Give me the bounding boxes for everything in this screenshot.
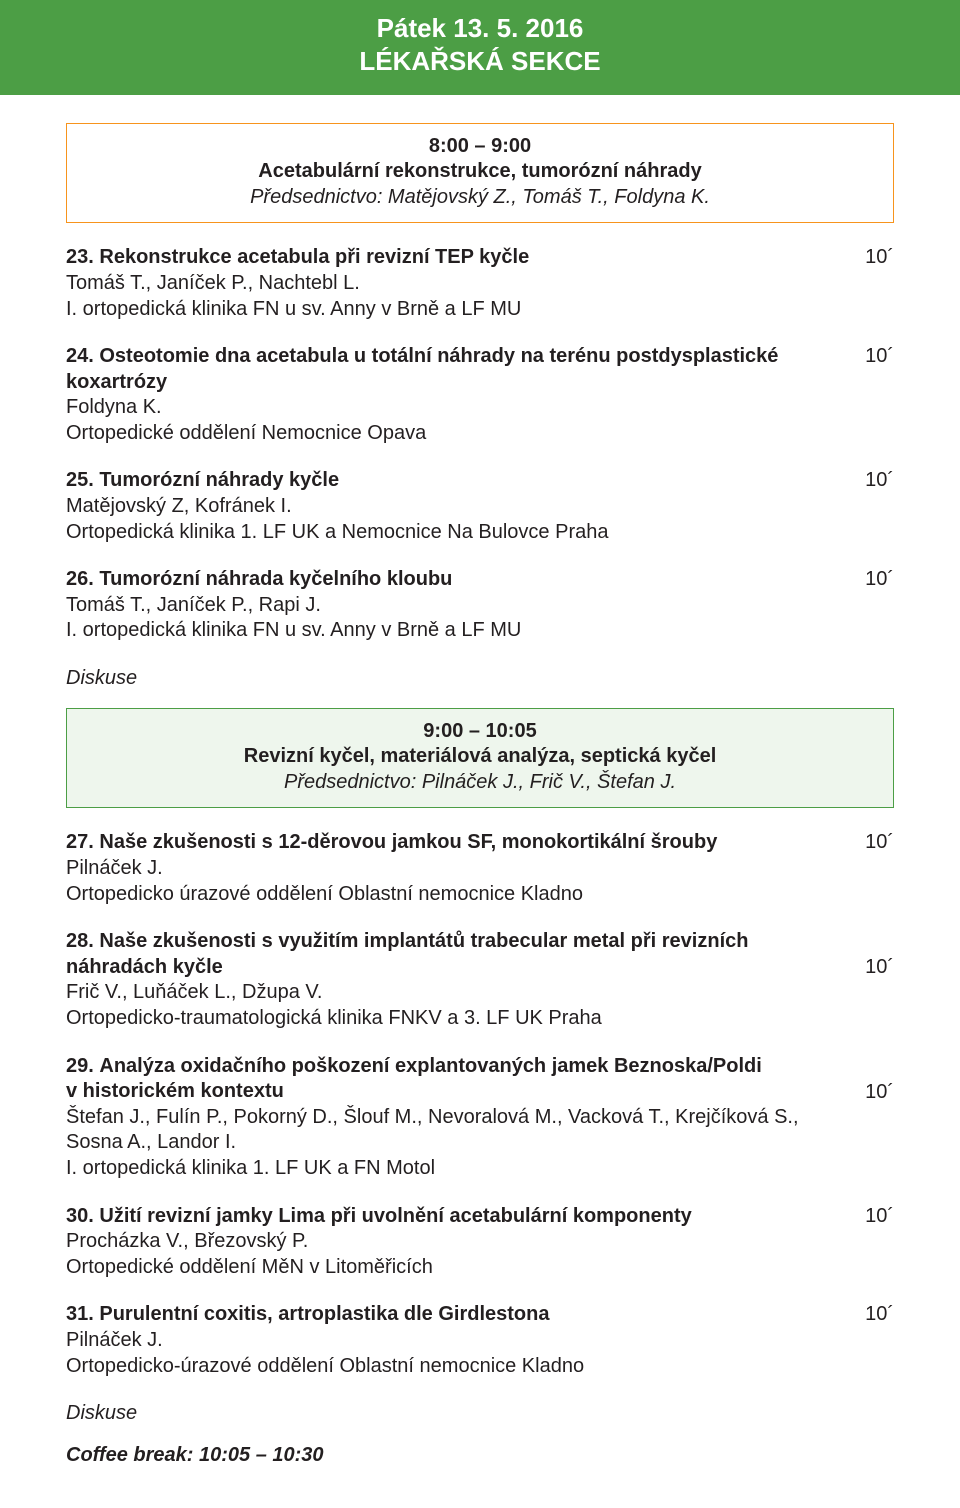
item-number: 29. <box>66 1055 94 1077</box>
session-2-chair: Předsednictvo: Pilnáček J., Frič V., Šte… <box>85 770 875 796</box>
item-institution: I. ortopedická klinika 1. LF UK a FN Mot… <box>66 1156 834 1182</box>
item-institution: Ortopedicko-úrazové oddělení Oblastní ne… <box>66 1354 834 1380</box>
item-authors: Štefan J., Fulín P., Pokorný D., Šlouf M… <box>66 1105 834 1156</box>
item-institution: Ortopedicko-traumatologická klinika FNKV… <box>66 1006 834 1032</box>
item-institution: Ortopedicko úrazové oddělení Oblastní ne… <box>66 882 834 908</box>
item-institution: I. ortopedická klinika FN u sv. Anny v B… <box>66 618 834 644</box>
item-subtitle: v historickém kontextu <box>66 1080 284 1102</box>
item-number: 31. <box>66 1303 94 1325</box>
session-2-time: 9:00 – 10:05 <box>85 719 875 745</box>
session-1-time: 8:00 – 9:00 <box>85 134 875 160</box>
abstract-item: 26. Tumorózní náhrada kyčelního kloubu 1… <box>66 567 894 644</box>
item-authors: Tomáš T., Janíček P., Rapi J. <box>66 593 834 619</box>
item-institution: I. ortopedická klinika FN u sv. Anny v B… <box>66 297 834 323</box>
item-institution: Ortopedická klinika 1. LF UK a Nemocnice… <box>66 520 834 546</box>
item-title: Naše zkušenosti s využitím implantátů tr… <box>99 930 748 952</box>
item-authors: Foldyna K. <box>66 395 834 421</box>
item-title: Užití revizní jamky Lima při uvolnění ac… <box>99 1205 691 1227</box>
item-number: 25. <box>66 469 94 491</box>
item-title: Osteotomie dna acetabula u totální náhra… <box>66 345 778 393</box>
discussion-label: Diskuse <box>66 1401 894 1427</box>
coffee-break: Coffee break: 10:05 – 10:30 <box>66 1443 894 1469</box>
item-duration: 10´ <box>865 955 894 981</box>
session-1-chair: Předsednictvo: Matějovský Z., Tomáš T., … <box>85 185 875 211</box>
item-title: Tumorózní náhrady kyčle <box>99 469 339 491</box>
item-duration: 10´ <box>865 567 894 593</box>
discussion-label: Diskuse <box>66 666 894 692</box>
item-authors: Pilnáček J. <box>66 1328 834 1354</box>
item-authors: Pilnáček J. <box>66 856 834 882</box>
item-duration: 10´ <box>865 344 894 370</box>
item-duration: 10´ <box>865 1080 894 1106</box>
session-1-title: Acetabulární rekonstrukce, tumorózní náh… <box>85 159 875 185</box>
item-subtitle: náhradách kyčle <box>66 956 223 978</box>
session-2-title: Revizní kyčel, materiálová analýza, sept… <box>85 744 875 770</box>
item-authors: Frič V., Luňáček L., Džupa V. <box>66 980 834 1006</box>
item-authors: Procházka V., Březovský P. <box>66 1229 834 1255</box>
item-institution: Ortopedické oddělení MěN v Litoměřicích <box>66 1255 834 1281</box>
item-authors: Tomáš T., Janíček P., Nachtebl L. <box>66 271 834 297</box>
header-section: LÉKAŘSKÁ SEKCE <box>0 45 960 78</box>
item-title: Rekonstrukce acetabula při revizní TEP k… <box>99 246 529 268</box>
item-number: 26. <box>66 568 94 590</box>
abstract-item: 27. Naše zkušenosti s 12-děrovou jamkou … <box>66 830 894 907</box>
item-title: Tumorózní náhrada kyčelního kloubu <box>99 568 452 590</box>
page-header: Pátek 13. 5. 2016 LÉKAŘSKÁ SEKCE <box>0 0 960 95</box>
abstract-item: 25. Tumorózní náhrady kyčle 10´ Matějovs… <box>66 468 894 545</box>
item-institution: Ortopedické oddělení Nemocnice Opava <box>66 421 834 447</box>
item-authors: Matějovský Z, Kofránek I. <box>66 494 834 520</box>
abstract-item: 24. Osteotomie dna acetabula u totální n… <box>66 344 894 446</box>
item-number: 27. <box>66 831 94 853</box>
session-2-box: 9:00 – 10:05 Revizní kyčel, materiálová … <box>66 708 894 809</box>
abstract-item: 31. Purulentní coxitis, artroplastika dl… <box>66 1302 894 1379</box>
item-title: Naše zkušenosti s 12-děrovou jamkou SF, … <box>99 831 717 853</box>
abstract-item: 28. Naše zkušenosti s využitím implantát… <box>66 929 894 1031</box>
abstract-item: 29. Analýza oxidačního poškození explant… <box>66 1054 894 1182</box>
session-1-box: 8:00 – 9:00 Acetabulární rekonstrukce, t… <box>66 123 894 224</box>
item-duration: 10´ <box>865 468 894 494</box>
item-number: 24. <box>66 345 94 367</box>
item-number: 28. <box>66 930 94 952</box>
item-duration: 10´ <box>865 1204 894 1230</box>
abstract-item: 23. Rekonstrukce acetabula při revizní T… <box>66 245 894 322</box>
item-number: 30. <box>66 1205 94 1227</box>
item-duration: 10´ <box>865 245 894 271</box>
item-duration: 10´ <box>865 830 894 856</box>
item-title: Purulentní coxitis, artroplastika dle Gi… <box>99 1303 549 1325</box>
item-number: 23. <box>66 246 94 268</box>
item-duration: 10´ <box>865 1302 894 1328</box>
header-date: Pátek 13. 5. 2016 <box>0 12 960 45</box>
abstract-item: 30. Užití revizní jamky Lima při uvolněn… <box>66 1204 894 1281</box>
item-title: Analýza oxidačního poškození explantovan… <box>99 1055 761 1077</box>
